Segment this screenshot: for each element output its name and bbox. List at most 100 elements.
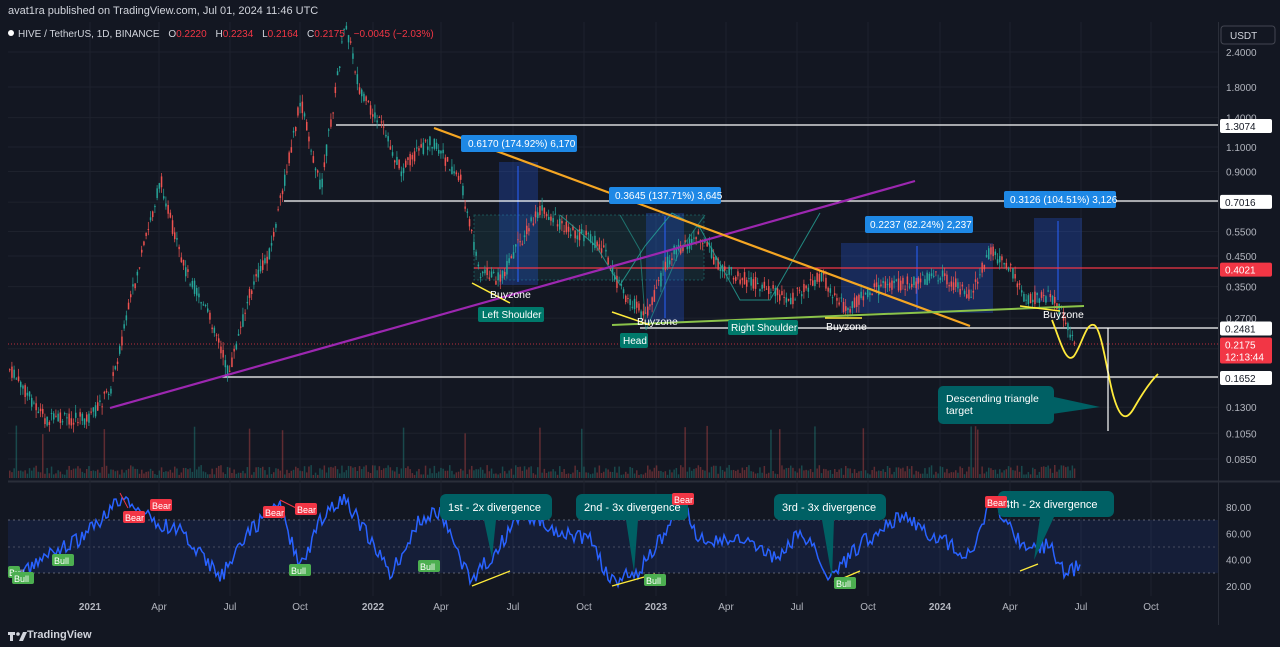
candle-body: [504, 271, 506, 277]
candle-body: [149, 217, 152, 221]
volume-bar: [391, 470, 394, 478]
measure-label-3-box: [865, 216, 973, 233]
price-axis[interactable]: 2.40001.80001.40001.10000.90000.70000.55…: [1226, 48, 1257, 466]
candle-body: [352, 53, 354, 59]
divergence-callout-4[interactable]: [998, 491, 1114, 517]
bull-tag: [418, 560, 440, 572]
volume-bar: [253, 472, 255, 478]
bull-tag-text: Bull: [54, 556, 69, 566]
volume-bar: [904, 471, 906, 478]
candle-body: [112, 372, 114, 376]
candle-body: [946, 274, 948, 285]
candle-body: [33, 402, 35, 404]
candle-body: [988, 248, 990, 260]
candle-body: [724, 266, 726, 271]
volume-bar: [277, 468, 279, 478]
candle-body: [737, 271, 739, 277]
candle-body: [851, 301, 854, 309]
volume-bar: [983, 473, 986, 478]
candle-body: [290, 147, 293, 153]
divergence-callout-2[interactable]: [576, 494, 688, 520]
symbol-legend[interactable]: HIVE / TetherUS, 1D, BINANCE O0.2220 H0.…: [8, 29, 434, 40]
candle-body: [607, 257, 609, 265]
candle-body: [541, 205, 543, 211]
volume-bar: [875, 471, 878, 478]
candle-body: [816, 273, 818, 282]
candle-body: [495, 280, 497, 285]
buyzone-label-1: Buyzone: [490, 289, 531, 301]
volume-bar: [325, 472, 328, 478]
candle-body: [281, 190, 284, 195]
volume-bar: [642, 474, 645, 478]
volume-bar: [812, 472, 814, 478]
volume-bar: [26, 473, 29, 478]
candle-body: [849, 309, 851, 313]
volume-bar: [20, 470, 22, 478]
currency-button[interactable]: [1220, 25, 1276, 45]
time-axis[interactable]: 2021 Apr Jul Oct 2022 Apr Jul Oct 2023 Apr Jul Oct 2…: [79, 602, 1159, 613]
volume-bar: [361, 469, 363, 478]
volume-bar: [748, 465, 750, 478]
rsi-tick: 60.00: [1226, 529, 1251, 540]
candle-body: [48, 422, 51, 426]
candle-body: [972, 290, 975, 293]
volume-bar: [809, 469, 812, 478]
volume-bar: [1065, 467, 1067, 478]
volume-bar: [246, 467, 249, 478]
triangle-target-callout[interactable]: [938, 386, 1054, 424]
candle-body: [361, 89, 363, 97]
rsi-axis[interactable]: 80.00 60.00 40.00 20.00: [1226, 503, 1251, 593]
divergence-pointer-1: [484, 520, 496, 558]
candle-body: [31, 397, 33, 407]
measure-label-1-box: [461, 135, 577, 152]
volume-bar: [330, 466, 332, 478]
candle-body: [123, 324, 125, 329]
volume-bar: [405, 468, 407, 478]
candle-body: [158, 183, 161, 189]
volume-bar: [618, 466, 620, 478]
candle-body: [739, 279, 741, 284]
candle-body: [686, 246, 689, 250]
volume-bar: [662, 472, 664, 478]
volume-bar: [17, 470, 20, 478]
volume-bar: [400, 468, 403, 478]
volume-bar: [917, 471, 920, 478]
candle-body: [136, 271, 139, 276]
volume-bar: [180, 472, 183, 478]
candle-body: [530, 217, 532, 222]
volume-bar: [552, 469, 554, 478]
volume-bar: [849, 468, 851, 478]
candle-body: [979, 274, 981, 276]
candle-body: [248, 289, 251, 298]
candle-body: [882, 281, 884, 284]
candle-body: [829, 288, 832, 293]
volume-bar: [563, 469, 565, 478]
candle-body: [110, 388, 112, 394]
time-tick: Jul: [507, 602, 520, 613]
rsi-line[interactable]: [7, 492, 1081, 589]
price-candles: [9, 22, 1076, 433]
divergence-callout-1[interactable]: [440, 494, 552, 520]
volume-bar: [468, 469, 471, 478]
volume-bar: [149, 468, 152, 478]
volume-bar: [66, 469, 68, 478]
neckline[interactable]: [611, 305, 1085, 326]
volume-bar: [145, 471, 147, 478]
candle-body: [424, 140, 427, 142]
volume-bar: [574, 465, 576, 478]
volume-bar: [660, 470, 662, 478]
candle-body: [460, 174, 462, 180]
ascending-trendline[interactable]: [109, 179, 916, 410]
chart-canvas[interactable]: Descending triangle target 0.6170 (174.9…: [0, 22, 1280, 625]
descending-trendline[interactable]: [433, 126, 971, 328]
candle-body: [101, 406, 103, 408]
volume-bar: [787, 467, 790, 478]
candle-body: [902, 277, 904, 284]
candle-body: [471, 229, 473, 231]
candle-body: [968, 289, 970, 299]
volume-bar: [482, 469, 484, 478]
divergence-callout-3[interactable]: [774, 494, 886, 520]
volume-bar: [394, 471, 396, 478]
candle-body: [501, 270, 504, 279]
volume-bar: [413, 474, 416, 478]
